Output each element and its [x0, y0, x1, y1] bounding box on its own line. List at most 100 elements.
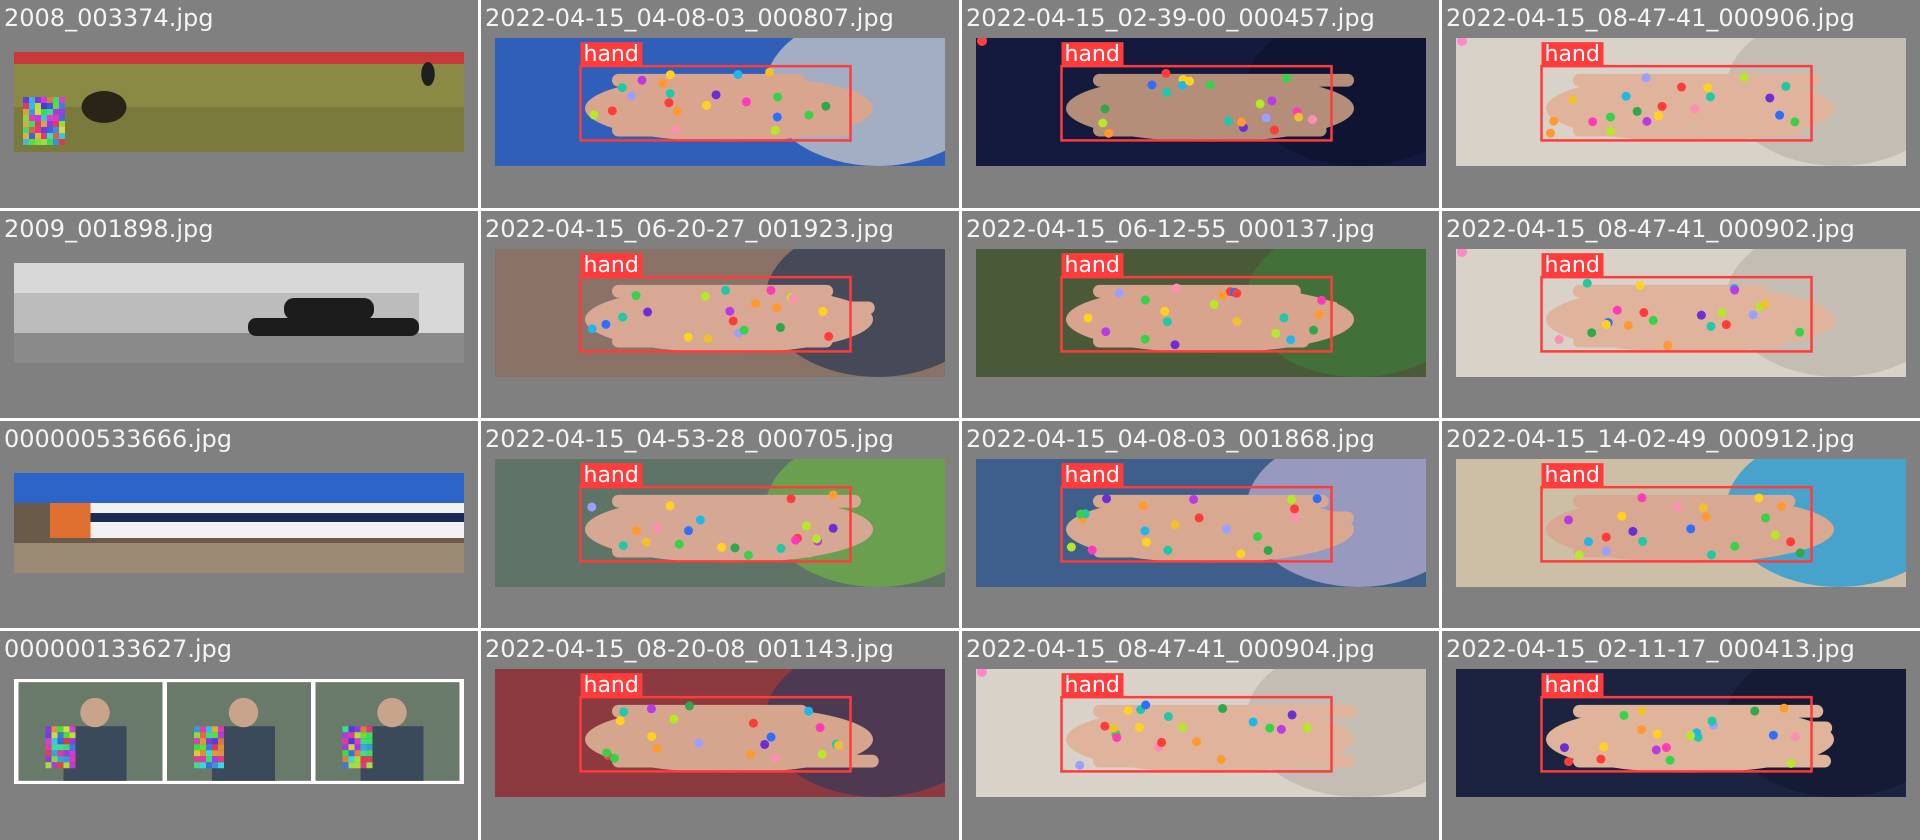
- keypoint-dot: [669, 714, 679, 724]
- hand-bounding-box: [579, 64, 852, 142]
- keypoint-dot: [1574, 550, 1584, 560]
- keypoint-dot: [1263, 545, 1273, 555]
- keypoint-dot: [802, 521, 812, 531]
- keypoint-dot: [1101, 327, 1111, 337]
- image-filename: 2022-04-15_02-11-17_000413.jpg: [1446, 635, 1855, 663]
- image-tile: 2022-04-15_02-11-17_000413.jpg hand: [1442, 631, 1920, 840]
- hand-shape: [1546, 73, 1834, 142]
- keypoint-dot: [1568, 95, 1578, 105]
- keypoint-dot: [1138, 501, 1148, 511]
- keypoint-dot: [1224, 116, 1234, 126]
- keypoint-dot: [1701, 512, 1711, 522]
- keypoint-dot: [1192, 737, 1202, 747]
- class-label-background: [1541, 253, 1604, 278]
- hand-thumbnail: hand: [495, 459, 945, 587]
- keypoint-dot: [1209, 299, 1219, 309]
- image-tile: 2022-04-15_04-08-03_000807.jpg hand: [481, 0, 959, 208]
- keypoint-dot: [1276, 724, 1286, 734]
- keypoint-dot: [1601, 546, 1611, 556]
- keypoint-dot: [741, 97, 751, 107]
- class-label-background: [1061, 673, 1124, 698]
- keypoint-dot: [1686, 524, 1696, 534]
- keypoint-dot: [1170, 520, 1180, 530]
- keypoint-dot: [1703, 83, 1713, 93]
- keypoint-dot: [1768, 730, 1778, 740]
- image-filename: 2009_001898.jpg: [4, 215, 214, 243]
- hand-bounding-box: [1540, 695, 1813, 773]
- keypoint-dot: [791, 535, 801, 545]
- keypoint-dot: [1157, 737, 1167, 747]
- keypoint-dot: [1140, 295, 1150, 305]
- keypoint-dot: [632, 526, 642, 536]
- keypoint-dot: [1265, 723, 1275, 733]
- keypoint-dot: [730, 543, 740, 553]
- keypoint-dot: [1232, 288, 1242, 298]
- keypoint-dot: [1302, 723, 1312, 733]
- keypoint-dot: [786, 494, 796, 504]
- keypoint-dot: [766, 285, 776, 295]
- keypoint-dot: [619, 707, 629, 717]
- image-tile: 2022-04-15_08-20-08_001143.jpg hand: [481, 631, 959, 840]
- keypoint-dot: [1612, 305, 1622, 315]
- keypoint-dot: [1172, 283, 1182, 293]
- image-filename: 2022-04-15_06-12-55_000137.jpg: [966, 215, 1375, 243]
- keypoint-dot: [1657, 101, 1667, 111]
- class-label-background: [1061, 463, 1124, 488]
- keypoint-dot: [776, 543, 786, 553]
- keypoint-dot: [1269, 125, 1279, 135]
- hand-thumbnail: hand: [976, 249, 1426, 377]
- keypoint-dot: [1651, 745, 1661, 755]
- keypoint-dot: [1140, 334, 1150, 344]
- keypoint-dot: [703, 334, 713, 344]
- image-tile: 2022-04-15_08-47-41_000902.jpg hand: [1442, 211, 1920, 418]
- keypoint-dot: [664, 98, 674, 108]
- class-label-background: [580, 42, 643, 67]
- keypoint-dot: [1623, 320, 1633, 330]
- keypoint-dot: [1112, 733, 1122, 743]
- keypoint-dot: [1795, 548, 1805, 558]
- keypoint-dot: [1637, 725, 1647, 735]
- keypoint-dot: [1141, 537, 1151, 547]
- keypoint-dot: [1676, 82, 1686, 92]
- keypoint-dot: [775, 323, 785, 333]
- keypoint-dot: [1279, 313, 1289, 323]
- keypoint-dot: [815, 723, 825, 733]
- keypoint-dot: [643, 307, 653, 317]
- image-tile: 2008_003374.jpg: [0, 0, 478, 208]
- keypoint-dot: [1161, 68, 1171, 78]
- keypoint-dot: [721, 285, 731, 295]
- keypoint-dot: [631, 291, 641, 301]
- keypoint-dot: [1754, 493, 1764, 503]
- corner-keypoint-dot: [977, 669, 987, 677]
- keypoint-dot: [739, 325, 749, 335]
- keypoint-dot: [1632, 106, 1642, 116]
- hand-bounding-box: [1540, 275, 1813, 353]
- keypoint-dot: [1184, 76, 1194, 86]
- keypoint-dot: [1314, 310, 1324, 320]
- keypoint-dot: [1087, 545, 1097, 555]
- keypoint-dot: [1706, 321, 1716, 331]
- keypoint-dot: [1076, 509, 1086, 519]
- keypoint-dot: [834, 740, 844, 750]
- keypoint-dot: [673, 106, 683, 116]
- keypoint-dot: [765, 67, 775, 77]
- keypoint-dot: [1232, 317, 1242, 327]
- image-tile: 2022-04-15_04-08-03_001868.jpg hand: [962, 421, 1439, 628]
- keypoint-dot: [1549, 116, 1559, 126]
- keypoint-dot: [1248, 717, 1258, 727]
- keypoint-dot: [1760, 299, 1770, 309]
- hand-bounding-box: [1060, 695, 1333, 773]
- keypoint-dot: [824, 331, 834, 341]
- class-label-background: [580, 463, 643, 488]
- keypoint-dot: [1307, 115, 1317, 125]
- image-tile: 2022-04-15_14-02-49_000912.jpg hand: [1442, 421, 1920, 628]
- keypoint-dot: [1170, 340, 1180, 350]
- keypoint-dot: [1309, 325, 1319, 335]
- keypoint-dot: [1661, 743, 1671, 753]
- keypoint-dot: [618, 312, 628, 322]
- keypoint-dot: [1162, 317, 1172, 327]
- strip-photo: [315, 682, 460, 781]
- keypoint-dot: [1638, 536, 1648, 546]
- keypoint-dot: [818, 307, 828, 317]
